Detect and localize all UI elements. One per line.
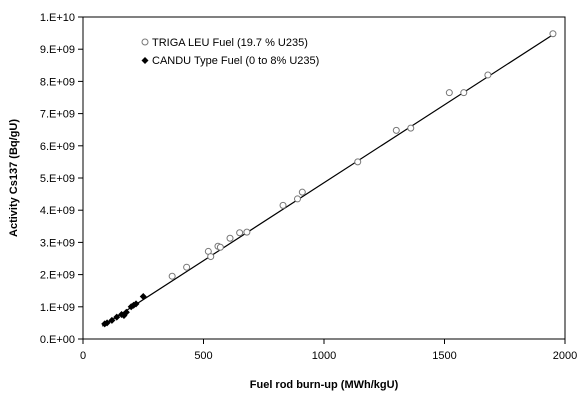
triga-point (243, 228, 251, 236)
x-tick-label: 500 (194, 350, 212, 362)
x-tick-label: 0 (80, 350, 86, 362)
y-axis-title: Activity Cs137 (Bq/gU) (8, 119, 20, 237)
candu-point (108, 316, 116, 324)
y-tick-label: 7.E+09 (40, 109, 75, 121)
candu-point (132, 300, 140, 308)
legend-marker-candu-icon (141, 57, 149, 64)
triga-point (183, 263, 191, 271)
x-tick-label: 1500 (432, 350, 456, 362)
y-tick-label: 1.E+10 (40, 12, 75, 24)
legend-label-triga: TRIGA LEU Fuel (19.7 % U235) (152, 37, 308, 49)
triga-point (207, 253, 215, 261)
candu-point (103, 319, 111, 327)
legend-label-candu: CANDU Type Fuel (0 to 8% U235) (152, 55, 319, 67)
y-tick-label: 2.E+09 (40, 270, 75, 282)
triga-point (407, 124, 415, 132)
y-tick-label: 6.E+09 (40, 141, 75, 153)
x-tick-label: 2000 (553, 350, 577, 362)
triga-point (484, 71, 492, 79)
triga-point (460, 89, 468, 97)
triga-point (445, 89, 453, 97)
y-tick-label: 1.E+09 (40, 302, 75, 314)
candu-point (139, 292, 147, 300)
legend: TRIGA LEU Fuel (19.7 % U235) CANDU Type … (141, 37, 319, 67)
x-axis: 0 500 1000 1500 2000 (80, 339, 577, 362)
triga-point (226, 234, 234, 242)
x-tick-label: 1000 (312, 350, 336, 362)
x-axis-title: Fuel rod burn-up (MWh/kgU) (250, 379, 399, 391)
triga-point (168, 272, 176, 280)
y-axis: 0.E+00 1.E+09 2.E+09 3.E+09 4.E+09 5.E+09 6.E+… (40, 12, 83, 346)
triga-point (549, 30, 557, 38)
data-points (101, 30, 557, 328)
candu-point (122, 308, 130, 316)
legend-marker-triga-icon (141, 38, 149, 46)
y-tick-label: 4.E+09 (40, 205, 75, 217)
candu-point (113, 313, 121, 321)
y-tick-label: 3.E+09 (40, 237, 75, 249)
triga-point (293, 195, 301, 203)
triga-point (236, 229, 244, 237)
y-tick-label: 5.E+09 (40, 173, 75, 185)
y-tick-label: 9.E+09 (40, 44, 75, 56)
trendline (101, 32, 556, 327)
triga-point (392, 126, 400, 134)
triga-point (298, 188, 306, 196)
triga-point (354, 158, 362, 166)
triga-point (279, 201, 287, 209)
y-tick-label: 8.E+09 (40, 76, 75, 88)
y-tick-label: 0.E+00 (40, 334, 75, 346)
triga-point (216, 243, 224, 251)
